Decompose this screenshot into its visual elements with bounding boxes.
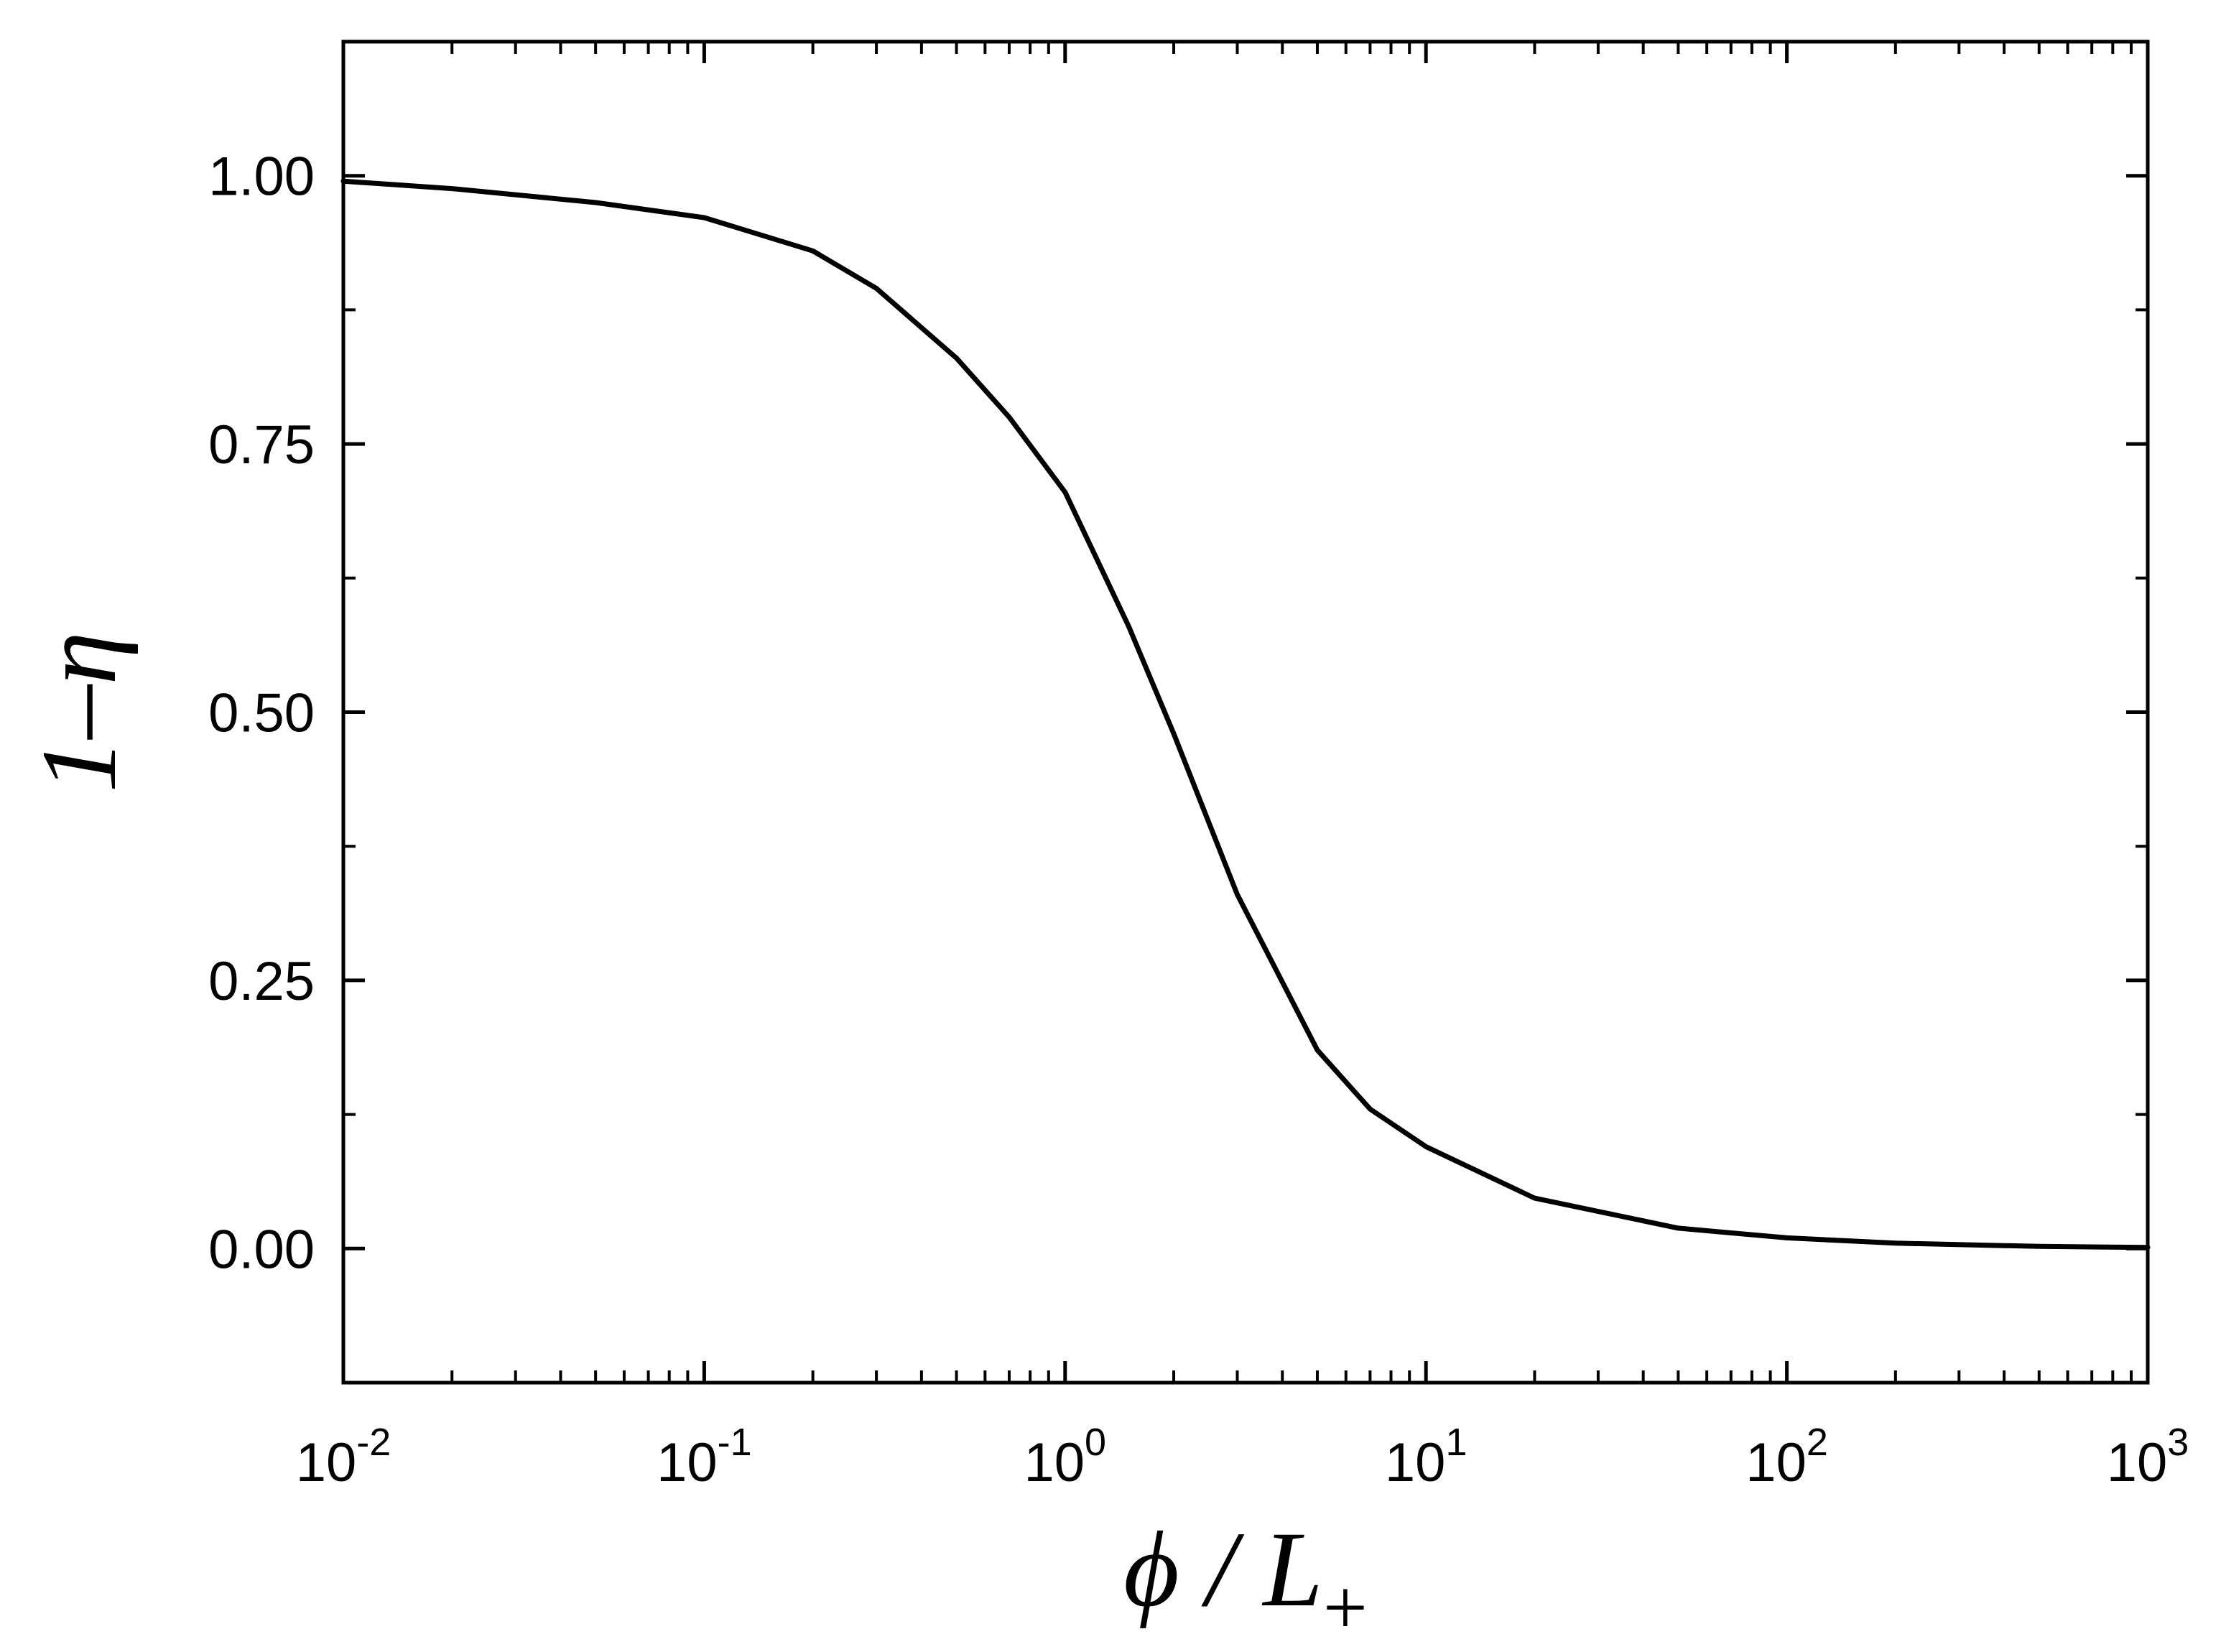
x-axis-title: ϕ / L+ — [1123, 1510, 1368, 1651]
x-tick-label: 10-2 — [296, 1421, 391, 1493]
y-tick-label: 0.25 — [208, 951, 315, 1012]
y-tick-label: 0.00 — [208, 1219, 315, 1280]
x-tick-label: 102 — [1745, 1421, 1828, 1493]
y-axis-title: 1–η — [19, 631, 139, 792]
x-tick-label-exponent: 1 — [1445, 1421, 1467, 1464]
minor-ticks — [343, 42, 2148, 1383]
x-tick-label: 100 — [1024, 1421, 1107, 1493]
x-tick-label-base: 10 — [1385, 1432, 1446, 1493]
x-tick-label: 103 — [2107, 1421, 2189, 1493]
x-tick-label-exponent: -2 — [356, 1421, 391, 1464]
x-tick-label-exponent: 2 — [1807, 1421, 1828, 1464]
plot-frame — [341, 40, 2150, 1385]
x-tick-label-exponent: -1 — [718, 1421, 752, 1464]
x-tick-label-exponent: 3 — [2167, 1421, 2189, 1464]
y-tick-label: 0.50 — [208, 683, 315, 744]
x-tick-label: 101 — [1385, 1421, 1467, 1493]
x-tick-label-exponent: 0 — [1085, 1421, 1106, 1464]
x-tick-label-base: 10 — [296, 1432, 357, 1493]
x-axis-title-main: ϕ / L — [1123, 1510, 1323, 1629]
x-axis-title-subscript: + — [1323, 1564, 1368, 1651]
y-tick-label: 1.00 — [208, 147, 315, 208]
x-tick-label-base: 10 — [1024, 1432, 1085, 1493]
x-tick-label: 10-1 — [657, 1421, 752, 1493]
x-tick-label-base: 10 — [1745, 1432, 1807, 1493]
x-tick-label-base: 10 — [2107, 1432, 2168, 1493]
x-tick-label-base: 10 — [657, 1432, 718, 1493]
series-line — [340, 178, 2151, 1250]
major-ticks — [341, 42, 2150, 1383]
y-tick-label: 0.75 — [208, 414, 315, 475]
